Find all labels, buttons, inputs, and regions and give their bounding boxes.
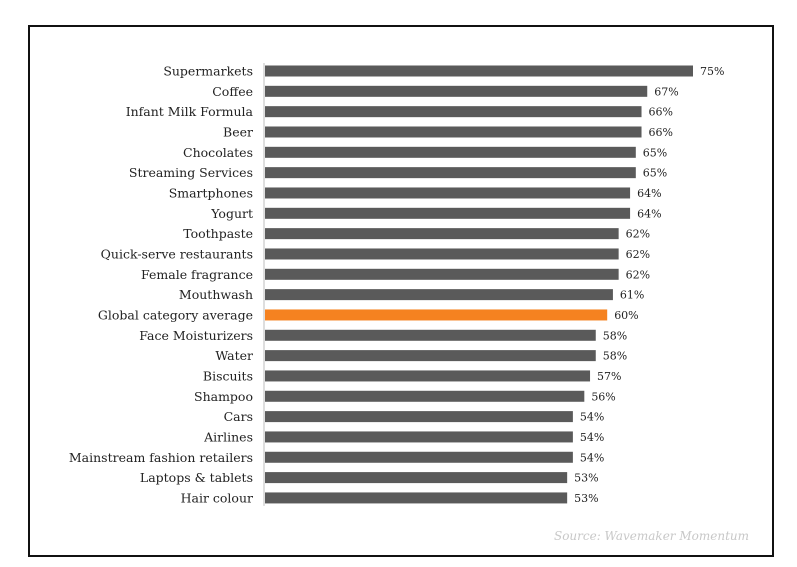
bar [265, 167, 636, 179]
bar [265, 370, 591, 382]
value-label: 56% [591, 390, 615, 403]
category-label: Beer [223, 124, 253, 139]
bar [265, 228, 619, 240]
value-label: 57% [597, 370, 621, 383]
bar [265, 187, 631, 199]
category-label: Coffee [212, 84, 253, 99]
category-label: Cars [224, 409, 253, 424]
value-label: 64% [637, 187, 661, 200]
value-label: 65% [643, 167, 667, 180]
bar [265, 451, 573, 463]
value-label: 64% [637, 207, 661, 220]
value-label: 62% [626, 248, 650, 261]
bar [265, 390, 585, 402]
category-label: Shampoo [194, 389, 253, 404]
source-note: Source: Wavemaker Momentum [553, 529, 749, 543]
bar [265, 146, 636, 158]
value-label: 60% [614, 309, 638, 322]
category-label: Laptops & tablets [140, 470, 253, 485]
category-label: Toothpaste [183, 226, 253, 241]
category-label: Airlines [203, 429, 253, 444]
value-label: 58% [603, 329, 627, 342]
category-label: Mainstream fashion retailers [69, 450, 253, 465]
value-label: 53% [574, 492, 598, 505]
bar [265, 492, 568, 504]
category-label: Chocolates [183, 145, 253, 160]
category-label: Face Moisturizers [139, 328, 253, 343]
value-label: 54% [580, 411, 604, 424]
bar [265, 85, 648, 97]
bar [265, 411, 573, 423]
category-label: Supermarkets [163, 64, 253, 79]
highlight-bar [265, 309, 608, 321]
bar [265, 329, 596, 341]
value-label: 62% [626, 228, 650, 241]
category-label: Yogurt [210, 206, 253, 221]
category-label: Streaming Services [129, 165, 253, 180]
bar [265, 126, 642, 138]
category-label: Hair colour [181, 490, 253, 505]
category-label: Global category average [98, 307, 253, 322]
category-label: Water [215, 348, 253, 363]
value-label: 66% [649, 106, 673, 119]
category-label: Female fragrance [141, 267, 253, 282]
value-label: 54% [580, 431, 604, 444]
bar [265, 268, 619, 280]
category-label: Biscuits [203, 368, 253, 383]
value-label: 67% [654, 85, 678, 98]
value-label: 66% [649, 126, 673, 139]
value-label: 62% [626, 268, 650, 281]
bar [265, 65, 693, 77]
value-label: 65% [643, 146, 667, 159]
bar [265, 106, 642, 118]
value-label: 58% [603, 350, 627, 363]
category-label: Smartphones [169, 185, 253, 200]
bar [265, 431, 573, 443]
bar [265, 350, 596, 362]
bar [265, 248, 619, 260]
value-label: 53% [574, 472, 598, 485]
value-label: 75% [700, 65, 724, 78]
bar [265, 472, 568, 484]
bar [265, 289, 613, 301]
category-label: Mouthwash [179, 287, 253, 302]
value-label: 61% [620, 289, 644, 302]
value-label: 54% [580, 451, 604, 464]
category-label: Infant Milk Formula [126, 104, 254, 119]
category-label: Quick-serve restaurants [101, 246, 253, 261]
bar [265, 207, 631, 219]
